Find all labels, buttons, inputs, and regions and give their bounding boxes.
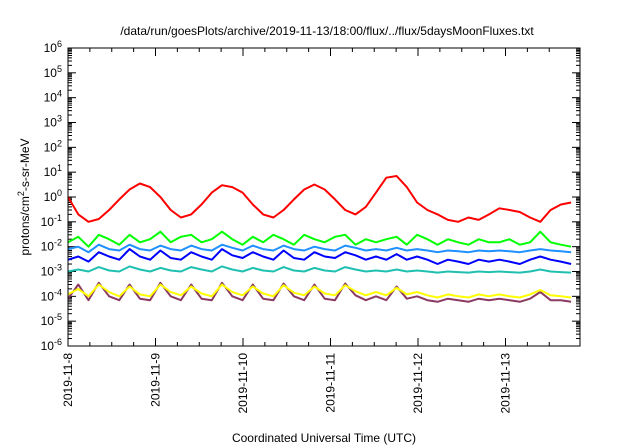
y-label-base: protons/cm [18,196,32,255]
y-tick-label: 100 [44,188,62,204]
y-axis-label: protons/cm2-s-sr-MeV [16,138,32,255]
series-layer [67,175,572,303]
y-tick-label: 10-2 [41,238,62,254]
y-tick-label: 101 [44,163,62,179]
y-tick-label: 10-6 [41,337,62,353]
series-line [67,248,572,265]
y-tick-label: 103 [44,114,62,130]
series-line [67,283,572,299]
x-axis-ticks: 2019-11-8 2019-11-9 2019-11-10 2019-11-11 20… [61,48,550,414]
y-label-sup: 2 [16,191,26,196]
x-tick-label: 2019-11-9 [149,353,163,407]
series-line [67,175,572,223]
y-tick-label: 105 [44,64,62,80]
y-label-rest: -s-sr-MeV [18,138,32,191]
y-tick-label: 10-5 [41,312,62,328]
x-tick-label: 2019-11-13 [499,353,513,414]
x-tick-label: 2019-11-8 [61,353,75,407]
y-tick-label: 10-3 [41,263,62,279]
x-tick-label: 2019-11-11 [324,353,338,413]
x-tick-label: 2019-11-10 [236,353,250,414]
series-line [67,265,572,274]
series-line [67,230,572,248]
y-tick-label: 10-1 [41,213,62,229]
plot-frame [67,47,581,347]
y-tick-label: 106 [44,39,62,55]
y-tick-label: 104 [44,89,62,105]
y-tick-label: 10-4 [41,287,62,303]
x-tick-label: 2019-11-12 [411,353,425,414]
chart-title: /data/run/goesPlots/archive/2019-11-13/1… [120,24,534,38]
x-axis-label: Coordinated Universal Time (UTC) [232,431,416,445]
y-tick-label: 102 [44,138,62,154]
y-axis-ticks: 10-6 10-5 10-4 10-3 10-2 10-1 100 101 102 103 104 1… [41,39,580,353]
series-line [67,281,572,303]
series-line [67,243,572,254]
